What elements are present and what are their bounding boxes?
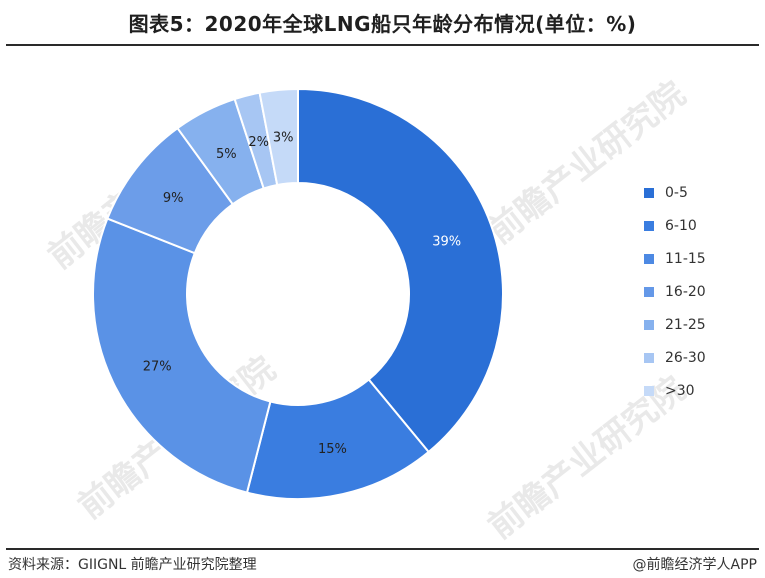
footer-divider bbox=[6, 548, 759, 550]
legend-label: 16-20 bbox=[665, 283, 706, 300]
legend-item-6-10: 6-10 bbox=[644, 209, 706, 242]
chart-legend: 0-5 6-10 11-15 16-20 21-25 26-30 >30 bbox=[644, 176, 706, 407]
slice-label-11-15: 27% bbox=[143, 360, 172, 375]
credit-note: @前瞻经济学人APP bbox=[632, 557, 757, 573]
legend-item-0-5: 0-5 bbox=[644, 176, 706, 209]
slice-label-16-20: 9% bbox=[163, 191, 184, 206]
legend-item-21-25: 21-25 bbox=[644, 308, 706, 341]
donut-slices bbox=[92, 87, 504, 500]
donut-slice-over-30 bbox=[258, 87, 299, 187]
legend-item-26-30: 26-30 bbox=[644, 341, 706, 374]
legend-label: 26-30 bbox=[665, 349, 706, 366]
legend-label: 21-25 bbox=[665, 316, 706, 333]
donut-slice-labels: 39% 15% 27% 9% 5% 2% 3% bbox=[143, 131, 461, 457]
legend-item-over-30: >30 bbox=[644, 374, 706, 407]
legend-label: 0-5 bbox=[665, 184, 688, 201]
slice-label-over-30: 3% bbox=[273, 131, 294, 146]
legend-swatch bbox=[644, 220, 654, 231]
legend-swatch bbox=[644, 187, 654, 198]
legend-swatch bbox=[644, 352, 654, 363]
slice-label-21-25: 5% bbox=[216, 147, 237, 162]
legend-item-11-15: 11-15 bbox=[644, 242, 706, 275]
legend-label: 6-10 bbox=[665, 217, 697, 234]
slice-label-26-30: 2% bbox=[248, 135, 269, 150]
source-note: 资料来源：GIIGNL 前瞻产业研究院整理 bbox=[8, 557, 257, 573]
legend-swatch bbox=[644, 253, 654, 264]
legend-swatch bbox=[644, 286, 654, 297]
donut-slice-6-10 bbox=[245, 378, 431, 500]
slice-label-0-5: 39% bbox=[432, 234, 461, 249]
slice-label-6-10: 15% bbox=[318, 442, 347, 457]
legend-item-16-20: 16-20 bbox=[644, 275, 706, 308]
legend-swatch bbox=[644, 319, 654, 330]
legend-label: 11-15 bbox=[665, 250, 706, 267]
legend-swatch bbox=[644, 385, 654, 396]
donut-slice-0-5 bbox=[297, 87, 504, 454]
title-divider bbox=[6, 44, 759, 46]
chart-title: 图表5：2020年全球LNG船只年龄分布情况(单位：%) bbox=[128, 12, 637, 36]
legend-label: >30 bbox=[665, 382, 695, 399]
donut-slice-11-15 bbox=[92, 217, 272, 494]
